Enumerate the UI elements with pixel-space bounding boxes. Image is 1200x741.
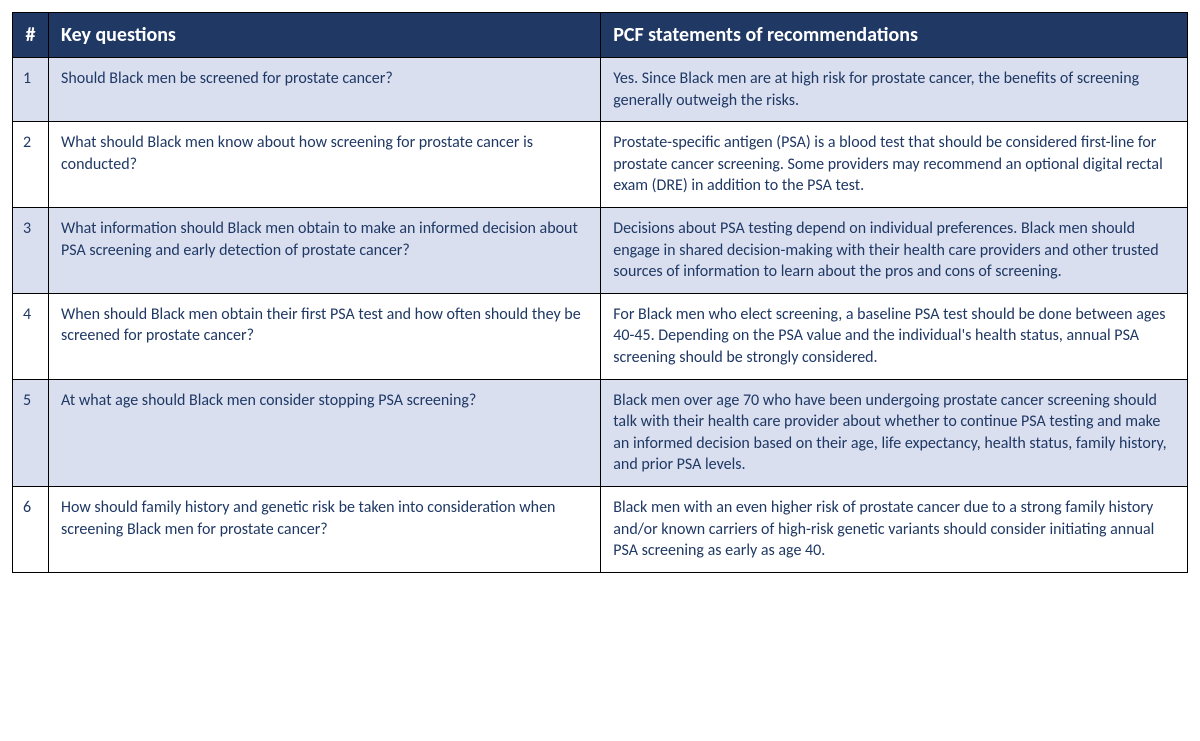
- header-question: Key questions: [49, 13, 601, 58]
- row-number: 5: [13, 379, 49, 486]
- row-recommendation: Decisions about PSA testing depend on in…: [601, 207, 1188, 293]
- table-row: 1Should Black men be screened for prosta…: [13, 58, 1188, 122]
- header-num: #: [13, 13, 49, 58]
- table-row: 2What should Black men know about how sc…: [13, 122, 1188, 208]
- row-number: 1: [13, 58, 49, 122]
- row-number: 6: [13, 486, 49, 572]
- row-question: Should Black men be screened for prostat…: [49, 58, 601, 122]
- row-recommendation: Prostate-specific antigen (PSA) is a blo…: [601, 122, 1188, 208]
- row-number: 3: [13, 207, 49, 293]
- row-question: At what age should Black men consider st…: [49, 379, 601, 486]
- table-row: 4When should Black men obtain their firs…: [13, 293, 1188, 379]
- row-question: What information should Black men obtain…: [49, 207, 601, 293]
- table-row: 6How should family history and genetic r…: [13, 486, 1188, 572]
- table-body: 1Should Black men be screened for prosta…: [13, 58, 1188, 573]
- row-recommendation: For Black men who elect screening, a bas…: [601, 293, 1188, 379]
- row-question: How should family history and genetic ri…: [49, 486, 601, 572]
- header-recommendation: PCF statements of recommendations: [601, 13, 1188, 58]
- table-row: 5At what age should Black men consider s…: [13, 379, 1188, 486]
- row-question: What should Black men know about how scr…: [49, 122, 601, 208]
- table-row: 3What information should Black men obtai…: [13, 207, 1188, 293]
- row-recommendation: Black men over age 70 who have been unde…: [601, 379, 1188, 486]
- row-recommendation: Yes. Since Black men are at high risk fo…: [601, 58, 1188, 122]
- table-header-row: # Key questions PCF statements of recomm…: [13, 13, 1188, 58]
- row-number: 2: [13, 122, 49, 208]
- row-question: When should Black men obtain their first…: [49, 293, 601, 379]
- recommendations-table: # Key questions PCF statements of recomm…: [12, 12, 1188, 573]
- row-number: 4: [13, 293, 49, 379]
- row-recommendation: Black men with an even higher risk of pr…: [601, 486, 1188, 572]
